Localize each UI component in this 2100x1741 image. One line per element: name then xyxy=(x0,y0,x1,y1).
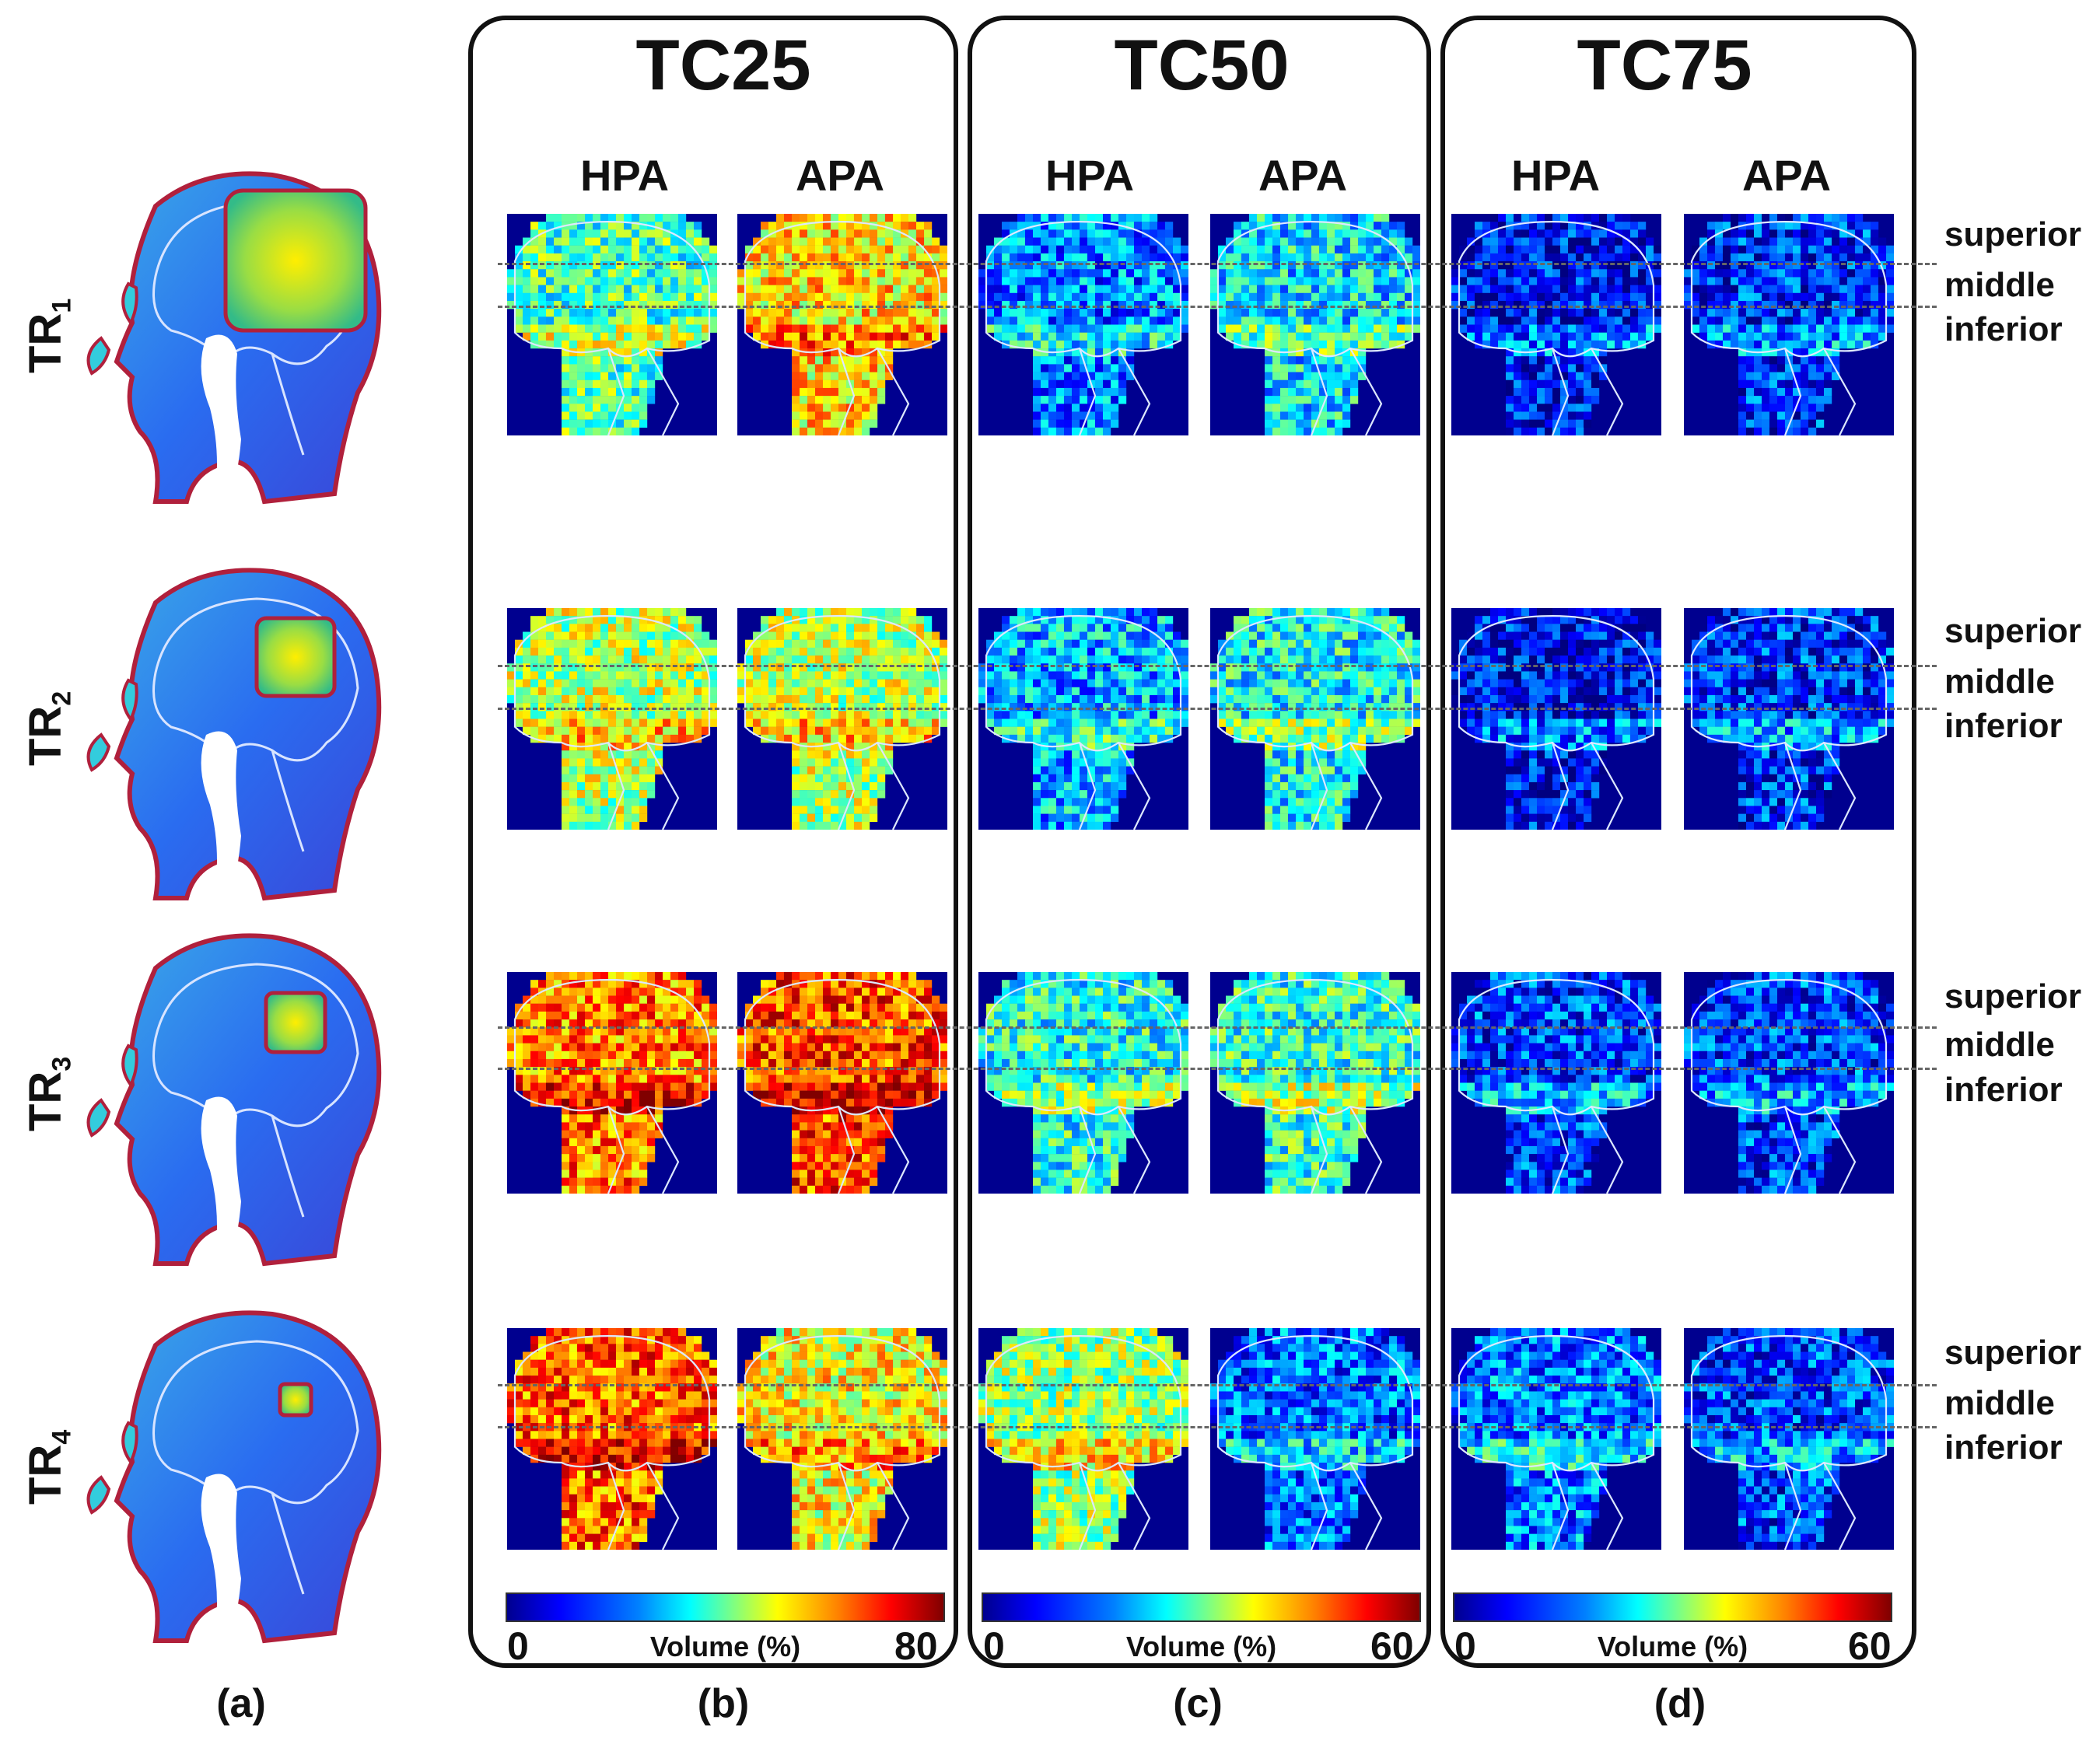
row-label-tr4: TR4 xyxy=(20,1429,77,1505)
label-inferior-row1: inferior xyxy=(1944,310,2063,348)
heatmap-tc25-apa-tr4 xyxy=(737,1328,947,1550)
row-label-tr3: TR3 xyxy=(20,1056,77,1131)
panel-box-tc75 xyxy=(1440,16,1916,1668)
sublabel-a: (a) xyxy=(216,1681,266,1726)
head-diagram-tr4 xyxy=(70,1299,404,1656)
label-inferior-row3: inferior xyxy=(1944,1071,2063,1109)
label-superior-row3: superior xyxy=(1944,977,2082,1016)
dash-superior-row1 xyxy=(498,263,1937,265)
heatmap-tc25-apa-tr3 xyxy=(737,972,947,1194)
header-hpa-tc50: HPA xyxy=(1045,151,1135,200)
head-diagram-tr2 xyxy=(70,556,404,914)
colorbar-max-tc75: 60 xyxy=(1848,1624,1892,1668)
heatmap-tc25-hpa-tr3 xyxy=(507,972,717,1194)
colorbar-min-tc50: 0 xyxy=(983,1624,1005,1668)
heatmap-tc75-apa-tr2 xyxy=(1684,608,1894,830)
head-diagram-tr1 xyxy=(70,159,404,517)
title-tc25: TC25 xyxy=(635,26,811,105)
sublabel-d: (d) xyxy=(1654,1681,1706,1726)
dash-middle-row3 xyxy=(498,1068,1937,1070)
heatmap-tc25-apa-tr1 xyxy=(737,214,947,435)
row-label-tr2: TR2 xyxy=(20,690,77,766)
dash-middle-row4 xyxy=(498,1426,1937,1428)
label-superior-row1: superior xyxy=(1944,215,2082,253)
heatmap-tc50-apa-tr3 xyxy=(1210,972,1420,1194)
dash-superior-row2 xyxy=(498,665,1937,667)
heatmap-tc50-hpa-tr4 xyxy=(978,1328,1188,1550)
heatmap-tc25-apa-tr2 xyxy=(737,608,947,830)
row-label-tr1: TR1 xyxy=(20,298,77,373)
colorbar-label-tc25: Volume (%) xyxy=(649,1631,801,1662)
panel-box-tc50 xyxy=(968,16,1431,1668)
sublabel-c: (c) xyxy=(1173,1681,1223,1726)
heatmap-tc75-apa-tr4 xyxy=(1684,1328,1894,1550)
colorbar-max-tc25: 80 xyxy=(894,1624,938,1668)
colorbar-label-tc50: Volume (%) xyxy=(1125,1631,1277,1662)
heatmap-tc75-apa-tr3 xyxy=(1684,972,1894,1194)
colorbar-max-tc50: 60 xyxy=(1370,1624,1414,1668)
heatmap-tc75-hpa-tr4 xyxy=(1451,1328,1661,1550)
label-inferior-row4: inferior xyxy=(1944,1428,2063,1467)
colorbar-label-tc75: Volume (%) xyxy=(1597,1631,1748,1662)
header-hpa-tc25: HPA xyxy=(579,151,670,200)
title-tc75: TC75 xyxy=(1577,26,1752,105)
sublabel-b: (b) xyxy=(697,1681,750,1726)
label-middle-row1: middle xyxy=(1944,266,2055,304)
header-hpa-tc75: HPA xyxy=(1510,151,1601,200)
heatmap-tc50-apa-tr2 xyxy=(1210,608,1420,830)
dash-superior-row3 xyxy=(498,1026,1937,1029)
colorbar-tc25 xyxy=(506,1592,945,1622)
header-apa-tc50: APA xyxy=(1258,151,1348,200)
label-superior-row2: superior xyxy=(1944,612,2082,650)
heatmap-tc50-hpa-tr2 xyxy=(978,608,1188,830)
heatmap-tc25-hpa-tr1 xyxy=(507,214,717,435)
heatmap-tc75-hpa-tr3 xyxy=(1451,972,1661,1194)
panel-box-tc25 xyxy=(468,16,958,1668)
title-tc50: TC50 xyxy=(1114,26,1290,105)
colorbar-tc75 xyxy=(1453,1592,1892,1622)
header-apa-tc25: APA xyxy=(795,151,885,200)
heatmap-tc25-hpa-tr2 xyxy=(507,608,717,830)
label-middle-row4: middle xyxy=(1944,1384,2055,1422)
label-inferior-row2: inferior xyxy=(1944,707,2063,745)
heatmap-tc75-apa-tr1 xyxy=(1684,214,1894,435)
dash-middle-row1 xyxy=(498,306,1937,308)
dash-middle-row2 xyxy=(498,708,1937,710)
colorbar-min-tc75: 0 xyxy=(1454,1624,1476,1668)
head-diagram-tr3 xyxy=(70,921,404,1279)
heatmap-tc75-hpa-tr1 xyxy=(1451,214,1661,435)
header-apa-tc75: APA xyxy=(1741,151,1832,200)
heatmap-tc50-apa-tr1 xyxy=(1210,214,1420,435)
label-middle-row2: middle xyxy=(1944,662,2055,701)
label-superior-row4: superior xyxy=(1944,1334,2082,1372)
heatmap-tc75-hpa-tr2 xyxy=(1451,608,1661,830)
label-middle-row3: middle xyxy=(1944,1026,2055,1064)
heatmap-tc50-hpa-tr1 xyxy=(978,214,1188,435)
heatmap-tc25-hpa-tr4 xyxy=(507,1328,717,1550)
heatmap-tc50-hpa-tr3 xyxy=(978,972,1188,1194)
dash-superior-row4 xyxy=(498,1384,1937,1386)
colorbar-min-tc25: 0 xyxy=(507,1624,529,1668)
colorbar-tc50 xyxy=(982,1592,1421,1622)
heatmap-tc50-apa-tr4 xyxy=(1210,1328,1420,1550)
